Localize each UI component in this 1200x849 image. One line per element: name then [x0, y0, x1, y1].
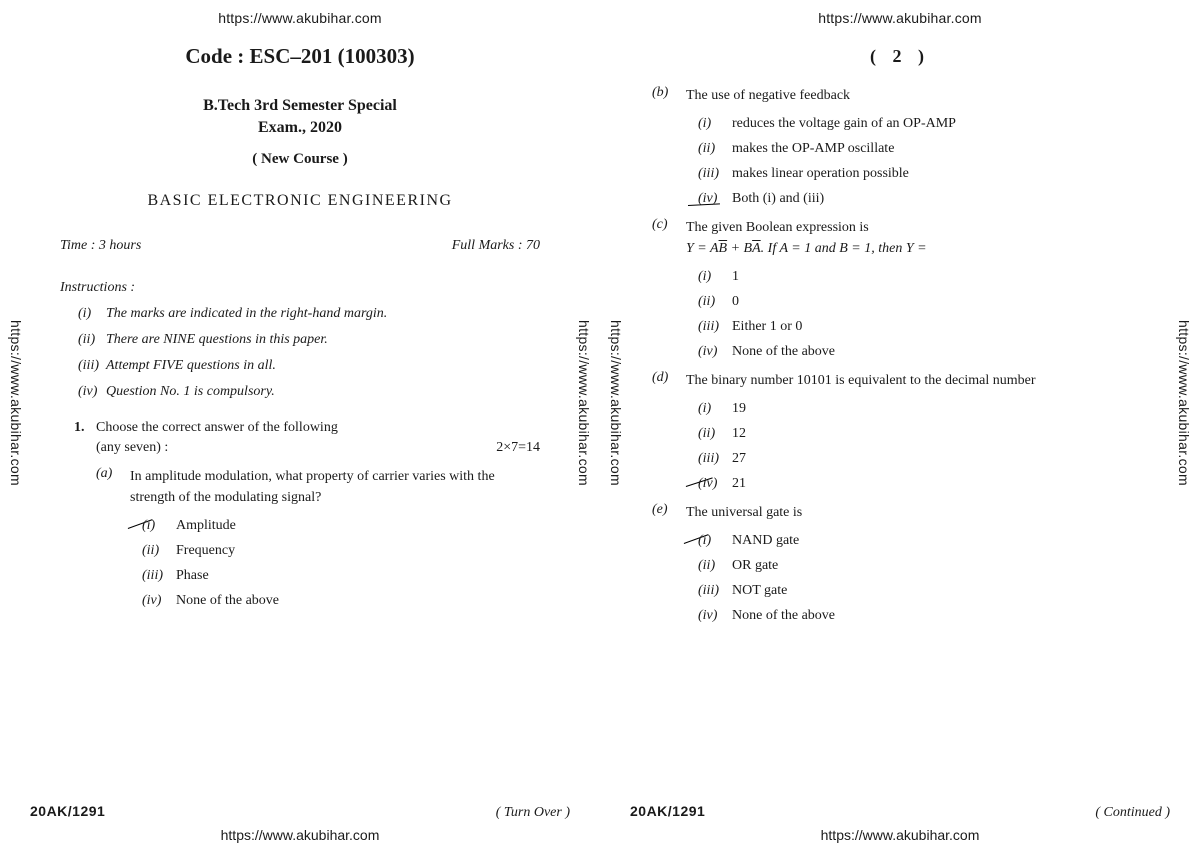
qd-text: The binary number 10101 is equivalent to…: [686, 370, 1140, 391]
instructions-list: (i)The marks are indicated in the right-…: [78, 306, 540, 400]
option-item: (i)1: [698, 269, 1140, 285]
new-course: ( New Course ): [30, 151, 570, 168]
option-item: (ii)OR gate: [698, 558, 1140, 574]
option-item: (ii)12: [698, 426, 1140, 442]
option-item: (iv)None of the above: [698, 608, 1140, 624]
exam-line2: Exam., 2020: [30, 119, 570, 137]
option-item: (iii)makes linear operation possible: [698, 166, 1140, 182]
url-top: https://www.akubihar.com: [630, 10, 1170, 26]
qb-text: The use of negative feedback: [686, 85, 1140, 106]
option-item: (iv)None of the above: [142, 593, 540, 609]
q1-heading: 1. Choose the correct answer of the foll…: [74, 420, 540, 436]
url-vertical-left: https://www.akubihar.com: [608, 320, 624, 486]
paper-code: Code : ESC–201 (100303): [30, 44, 570, 69]
url-top: https://www.akubihar.com: [30, 10, 570, 26]
option-item: (ii)0: [698, 294, 1140, 310]
sub-question-a: (a) In amplitude modulation, what proper…: [96, 466, 540, 609]
marks-label: Full Marks : 70: [452, 238, 540, 254]
sub-question-c: (c) The given Boolean expression is Y = …: [652, 217, 1140, 360]
page-number: ( 2 ): [630, 46, 1170, 67]
sub-question-b: (b) The use of negative feedback (i)redu…: [652, 85, 1140, 207]
option-item: (i)reduces the voltage gain of an OP-AMP: [698, 116, 1140, 132]
page-1: https://www.akubihar.com https://www.aku…: [0, 0, 600, 849]
footer-code: 20AK/1291: [630, 803, 705, 819]
subject-title: BASIC ELECTRONIC ENGINEERING: [30, 192, 570, 210]
page-2: https://www.akubihar.com https://www.aku…: [600, 0, 1200, 849]
page2-footer: 20AK/1291 ( Continued ): [630, 803, 1170, 821]
qa-text: In amplitude modulation, what property o…: [130, 466, 540, 508]
option-item: (iv)21: [698, 476, 1140, 492]
instruction-item: (iv)Question No. 1 is compulsory.: [78, 384, 540, 400]
option-item: (iv)None of the above: [698, 344, 1140, 360]
option-item: (iii)NOT gate: [698, 583, 1140, 599]
q1-heading-row2: (any seven) : 2×7=14: [74, 440, 540, 456]
qc-options: (i)1 (ii)0 (iii)Either 1 or 0 (iv)None o…: [698, 269, 1140, 360]
sub-question-d: (d) The binary number 10101 is equivalen…: [652, 370, 1140, 492]
sub-question-e: (e) The universal gate is (i)NAND gate (…: [652, 502, 1140, 624]
footer-hint: ( Continued ): [1095, 805, 1170, 821]
option-item: (i)Amplitude: [142, 518, 540, 534]
footer-hint: ( Turn Over ): [496, 805, 570, 821]
option-item: (i)19: [698, 401, 1140, 417]
url-vertical-left: https://www.akubihar.com: [8, 320, 24, 486]
url-vertical-right: https://www.akubihar.com: [1176, 320, 1192, 486]
option-item: (ii)Frequency: [142, 543, 540, 559]
exam-line1: B.Tech 3rd Semester Special: [30, 97, 570, 115]
document-spread: https://www.akubihar.com https://www.aku…: [0, 0, 1200, 849]
qd-options: (i)19 (ii)12 (iii)27 (iv)21: [698, 401, 1140, 492]
question-1: 1. Choose the correct answer of the foll…: [74, 420, 540, 609]
url-bottom: https://www.akubihar.com: [600, 827, 1200, 843]
qe-text: The universal gate is: [686, 502, 1140, 523]
page1-footer: 20AK/1291 ( Turn Over ): [30, 803, 570, 821]
url-bottom: https://www.akubihar.com: [0, 827, 600, 843]
footer-code: 20AK/1291: [30, 803, 105, 819]
instructions-heading: Instructions :: [60, 280, 540, 296]
option-item: (iii)Phase: [142, 568, 540, 584]
qc-text: The given Boolean expression is Y = AB +…: [686, 217, 1140, 259]
instruction-item: (ii)There are NINE questions in this pap…: [78, 332, 540, 348]
qa-options: (i)Amplitude (ii)Frequency (iii)Phase (i…: [142, 518, 540, 609]
time-label: Time : 3 hours: [60, 238, 141, 254]
option-item: (i)NAND gate: [698, 533, 1140, 549]
option-item: (iii)27: [698, 451, 1140, 467]
instruction-item: (iii)Attempt FIVE questions in all.: [78, 358, 540, 374]
page2-body: (b) The use of negative feedback (i)redu…: [630, 85, 1140, 624]
qb-options: (i)reduces the voltage gain of an OP-AMP…: [698, 116, 1140, 207]
option-item: (iv)Both (i) and (iii): [698, 191, 1140, 207]
instruction-item: (i)The marks are indicated in the right-…: [78, 306, 540, 322]
qe-options: (i)NAND gate (ii)OR gate (iii)NOT gate (…: [698, 533, 1140, 624]
option-item: (ii)makes the OP-AMP oscillate: [698, 141, 1140, 157]
url-vertical-right: https://www.akubihar.com: [576, 320, 592, 486]
option-item: (iii)Either 1 or 0: [698, 319, 1140, 335]
time-marks-row: Time : 3 hours Full Marks : 70: [60, 238, 540, 254]
